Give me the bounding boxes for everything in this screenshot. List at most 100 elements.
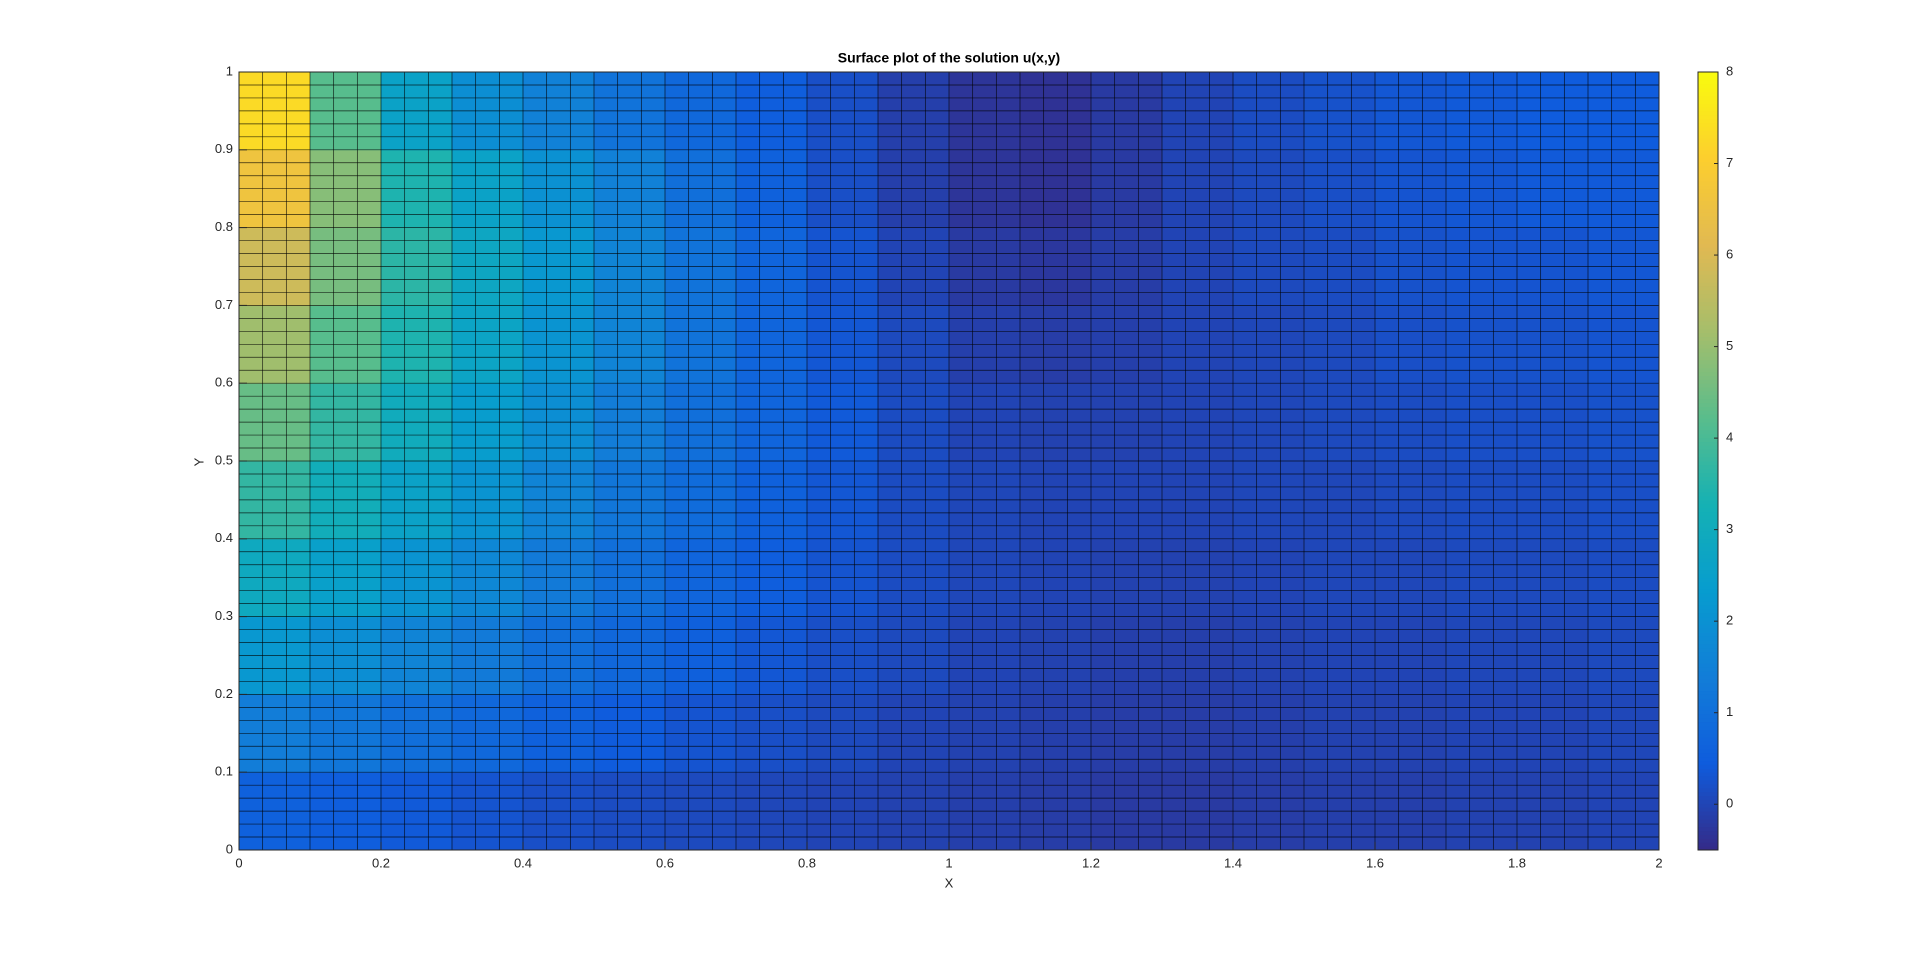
colorbar-step [1698,612,1718,618]
colorbar-step [1698,142,1718,147]
colorbar-step [1698,713,1718,719]
colorbar-step [1698,317,1718,322]
colorbar-step [1698,764,1718,769]
colorbar-step [1698,558,1718,563]
colorbar-step [1698,188,1718,194]
colorbar-step [1698,363,1718,369]
colorbar-step [1698,496,1718,501]
colorbar-step [1698,215,1718,221]
colorbar-step [1698,313,1718,318]
colorbar-step [1698,686,1718,692]
colorbar-box [1697,71,1719,851]
colorbar-step [1698,375,1718,380]
colorbar-step [1698,811,1718,816]
colorbar-step [1698,301,1718,306]
colorbar-step [1698,698,1718,703]
colorbar-step [1698,402,1718,408]
colorbar-step [1698,807,1718,812]
colorbar-step [1698,768,1718,773]
colorbar-step [1698,103,1718,108]
x-axis-label: X [945,875,954,890]
colorbar-step [1698,192,1718,197]
colorbar-step [1698,165,1718,170]
colorbar-step [1698,527,1718,532]
x-tick-label: 1 [945,855,952,870]
colorbar-step [1698,418,1718,423]
chart-title: Surface plot of the solution u(x,y) [838,50,1060,66]
colorbar-step [1698,593,1718,598]
colorbar-step [1698,542,1718,548]
colorbar-step [1698,818,1718,824]
colorbar-step [1698,297,1718,303]
colorbar-step [1698,425,1718,431]
colorbar-step [1698,107,1718,112]
colorbar-step [1698,709,1718,715]
colorbar-step [1698,647,1718,653]
colorbar-step [1698,554,1718,559]
x-tick-label: 1.4 [1224,855,1242,870]
colorbar-step [1698,492,1718,497]
colorbar-step [1698,441,1718,446]
colorbar-step [1698,309,1718,314]
colorbar-step [1698,566,1718,571]
colorbar-step [1698,387,1718,392]
colorbar-step [1698,223,1718,229]
colorbar-step [1698,177,1718,182]
colorbar-step [1698,791,1718,797]
colorbar-step [1698,83,1718,89]
colorbar-step [1698,75,1718,81]
x-tick-label: 0.8 [798,855,816,870]
y-tick-label: 0.5 [215,452,233,467]
colorbar-step [1698,305,1718,310]
colorbar-step [1698,838,1718,843]
colorbar-step [1698,457,1718,462]
colorbar-step [1698,589,1718,594]
colorbar-step [1698,480,1718,485]
colorbar-step [1698,601,1718,606]
colorbar-step [1698,332,1718,338]
colorbar-step [1698,243,1718,248]
colorbar-step [1698,783,1718,789]
colorbar-step [1698,643,1718,649]
colorbar-step [1698,515,1718,520]
colorbar-step [1698,157,1718,162]
colorbar-step [1698,741,1718,746]
colorbar-step [1698,352,1718,357]
colorbar-step [1698,449,1718,454]
colorbar-step [1698,355,1718,361]
colorbar-step [1698,597,1718,602]
colorbar-step [1698,636,1718,641]
colorbar-step [1698,799,1718,804]
colorbar-step [1698,344,1718,349]
colorbar-tick-label: 4 [1726,430,1733,445]
x-tick-label: 1.2 [1082,855,1100,870]
colorbar-tick-label: 8 [1726,63,1733,78]
colorbar-step [1698,126,1718,131]
colorbar-step [1698,678,1718,684]
colorbar-step [1698,814,1718,820]
colorbar-step [1698,247,1718,252]
colorbar-step [1698,772,1718,777]
colorbar-step [1698,581,1718,586]
colorbar-step [1698,231,1718,236]
colorbar-step [1698,472,1718,478]
colorbar-step [1698,624,1718,629]
y-tick-label: 0.2 [215,686,233,701]
colorbar-step [1698,262,1718,267]
colorbar-step [1698,134,1718,139]
colorbar-tick-label: 0 [1726,796,1733,811]
colorbar-step [1698,632,1718,637]
colorbar-step [1698,499,1718,505]
colorbar-step [1698,114,1718,120]
colorbar-step [1698,250,1718,256]
colorbar-step [1698,748,1718,754]
colorbar-step [1698,694,1718,699]
colorbar-step [1698,826,1718,832]
x-tick-label: 0 [235,855,242,870]
colorbar-step [1698,760,1718,765]
colorbar-step [1698,196,1718,201]
colorbar-step [1698,145,1718,151]
colorbar-step [1698,682,1718,688]
colorbar-step [1698,744,1718,750]
colorbar-step [1698,99,1718,104]
